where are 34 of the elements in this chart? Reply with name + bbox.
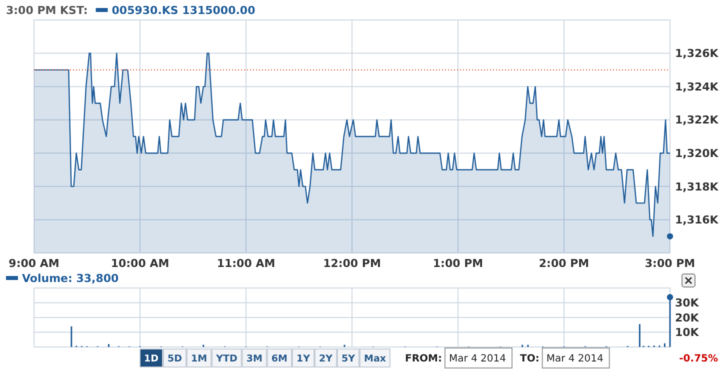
y-tick-label: 10K bbox=[675, 326, 700, 340]
text: YTD bbox=[215, 353, 238, 364]
x-tick-label: 10:00 AM bbox=[110, 257, 170, 270]
text: Mar 4 2014 bbox=[448, 354, 506, 364]
text: FROM: bbox=[404, 354, 442, 364]
legend-label: 005930.KS 1315000.00 bbox=[112, 4, 256, 17]
text: 6M bbox=[271, 353, 288, 364]
text: Max bbox=[364, 353, 386, 364]
y-tick-label: 1,324K bbox=[675, 80, 719, 94]
x-tick-label: 11:00 AM bbox=[216, 257, 276, 270]
y-tick-label: 1,326K bbox=[675, 47, 719, 60]
text: 3M bbox=[246, 353, 262, 364]
y-tick-label: 30K bbox=[675, 296, 700, 310]
text: 5D bbox=[168, 353, 182, 364]
x-tick-label: 9:00 AM bbox=[8, 257, 60, 270]
text: 1D bbox=[144, 353, 159, 364]
legend-title: 3:00 PM KST: bbox=[6, 4, 88, 17]
text: 1M bbox=[191, 353, 208, 364]
text: 2Y bbox=[318, 353, 333, 364]
text: TO: bbox=[520, 354, 540, 364]
text: 5Y bbox=[341, 353, 356, 364]
x-tick-label: 12:00 PM bbox=[323, 257, 381, 270]
y-tick-label: 1,316K bbox=[675, 214, 719, 227]
x-tick-label: 2:00 PM bbox=[538, 257, 590, 270]
x-tick-label: 3:00 PM bbox=[644, 257, 696, 270]
y-tick-label: 1,320K bbox=[675, 146, 719, 160]
text: Mar 4 2014 bbox=[546, 354, 604, 364]
y-tick-label: 1,322K bbox=[675, 114, 719, 127]
y-tick-label: 1,318K bbox=[675, 180, 719, 194]
x-tick-label: 1:00 PM bbox=[432, 257, 484, 270]
y-tick-label: 20K bbox=[675, 311, 700, 324]
text: 1Y bbox=[296, 353, 310, 364]
legend-label: Volume: 33,800 bbox=[22, 272, 120, 285]
text: -0.75% bbox=[679, 354, 718, 364]
